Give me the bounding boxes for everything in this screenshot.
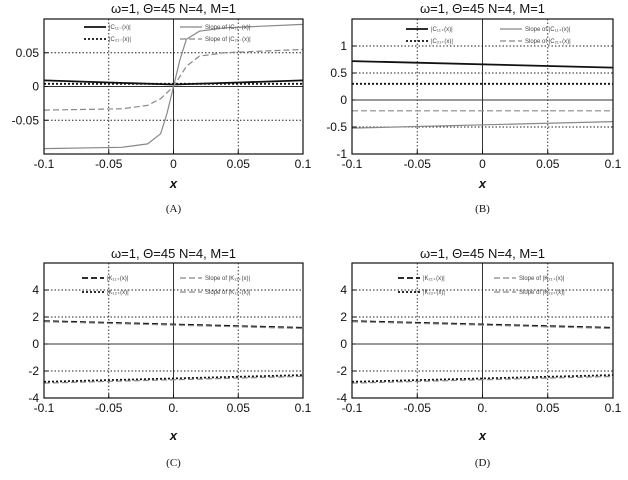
chart-panel-1: ω=1, Θ=45 N=4, M=1 -0.05 0 0.05 -0.1 -0.05 0 0.…	[12, 1, 312, 215]
legend-label-1: |K₂₁₊(x)|	[423, 276, 445, 282]
x-tick-label: -0.05	[95, 157, 123, 171]
panel-caption: (B)	[475, 203, 490, 215]
series-line-2	[352, 321, 613, 330]
y-tick-label: -0.05	[12, 113, 40, 127]
legend-label-4: Slope of |C₂₁₊(x)|	[525, 39, 571, 45]
y-tick-label: -0.5	[326, 120, 347, 134]
y-tick-label: 4	[32, 283, 39, 297]
chart-panel-2: ω=1, Θ=45 N=4, M=1 -1 -0.5 0 0.5 1 -0.1 -0.05 0 0…	[326, 1, 621, 215]
x-tick-label: -0.05	[95, 401, 123, 415]
y-tick-label: -2	[28, 364, 39, 378]
series-line-2	[44, 321, 303, 330]
series-line-1	[44, 320, 303, 329]
series-line-4	[352, 375, 613, 384]
legend-label-3: |K₂₂₊(x)|	[423, 290, 445, 296]
y-tick-label: 2	[340, 310, 347, 324]
chart-title: ω=1, Θ=45 N=4, M=1	[420, 1, 545, 16]
legend-label-1: |K₁₁₊(x)|	[107, 276, 129, 282]
y-tick-label: 4	[340, 283, 347, 297]
x-tick-label: -0.1	[342, 157, 363, 171]
chart-title: ω=1, Θ=45 N=4, M=1	[111, 246, 236, 261]
y-tick-label: -4	[336, 391, 347, 405]
legend-label-1: |C₁₁₋(x)|	[109, 25, 131, 31]
x-tick-label: 0.	[168, 401, 178, 415]
x-tick-label: 0.05	[536, 157, 560, 171]
legend: |K₂₁₊(x)| Slope of |K₂₁₊(x)| |K₂₂₊(x)| Slop…	[398, 276, 565, 296]
legend-label-3: |K₁₂₊(x)|	[107, 290, 129, 296]
legend: |C₁₁₊(x)| Slope of |C₁₁₊(x)| |C₂₁₊(x)| Slop…	[406, 27, 571, 45]
y-tick-label: 0	[340, 337, 347, 351]
series-line-4	[44, 48, 303, 111]
legend-label-1: |C₁₁₊(x)|	[431, 27, 453, 33]
legend-label-4: Slope of |K₁₂₊(x)|	[205, 290, 251, 296]
panel-caption: (D)	[475, 457, 491, 469]
x-tick-label: 0	[170, 157, 177, 171]
y-tick-label: 0.5	[330, 66, 347, 80]
x-axis-label: x	[478, 176, 487, 191]
series-line-1	[352, 60, 613, 69]
chart-panel-3: ω=1, Θ=45 N=4, M=1 -4 -2 0 2 4 -0.1 -0.05 0. 0.05…	[28, 246, 311, 469]
legend-label-2: Slope of |C₁₁₊(x)|	[525, 27, 571, 33]
x-tick-label: 0.1	[295, 157, 312, 171]
chart-title: ω=1, Θ=45 N=4, M=1	[111, 1, 236, 16]
series-line-3	[44, 374, 303, 383]
x-tick-label: 0	[479, 157, 486, 171]
panel-caption: (A)	[166, 203, 182, 215]
legend-label-2: Slope of |C₁₁₋(x)|	[205, 25, 251, 31]
x-axis-label: x	[478, 428, 487, 443]
x-tick-label: 0.	[477, 401, 487, 415]
series-line-1	[352, 320, 613, 329]
x-tick-label: -0.1	[34, 401, 55, 415]
y-tick-label: -1	[336, 147, 347, 161]
legend-label-4: Slope of |K₂₂₊(x)|	[519, 290, 565, 296]
x-tick-label: -0.05	[404, 157, 432, 171]
y-tick-label: 0	[32, 80, 39, 94]
x-tick-label: 0.1	[295, 401, 312, 415]
y-tick-label: -4	[28, 391, 39, 405]
legend-label-3: |C₂₁₋(x)|	[109, 37, 131, 43]
y-tick-label: 0	[32, 337, 39, 351]
x-tick-label: 0.05	[227, 157, 251, 171]
legend-label-2: Slope of |K₁₁₊(x)|	[205, 276, 250, 282]
x-tick-label: 0.05	[536, 401, 560, 415]
x-tick-label: 0.1	[605, 157, 622, 171]
legend-label-3: |C₂₁₊(x)|	[431, 39, 453, 45]
x-tick-label: 0.05	[227, 401, 251, 415]
y-tick-label: -2	[336, 364, 347, 378]
legend-label-2: Slope of |K₂₁₊(x)|	[519, 276, 565, 282]
y-tick-label: 2	[32, 310, 39, 324]
y-tick-label: 1	[340, 39, 347, 53]
y-tick-label: 0.05	[16, 46, 40, 60]
panel-caption: (C)	[166, 457, 181, 469]
series-line-4	[44, 375, 303, 384]
x-tick-label: -0.05	[404, 401, 432, 415]
series-line-2	[352, 121, 613, 129]
chart-panel-4: ω=1, Θ=45 N=4, M=1 -4 -2 0 2 4 -0.1 -0.05 0. 0.05…	[336, 246, 621, 469]
x-tick-label: -0.1	[34, 157, 55, 171]
x-axis-label: x	[169, 428, 178, 443]
x-axis-label: x	[169, 176, 178, 191]
y-tick-label: 0	[340, 93, 347, 107]
x-tick-label: -0.1	[342, 401, 363, 415]
chart-title: ω=1, Θ=45 N=4, M=1	[420, 246, 545, 261]
legend-label-4: Slope of |C₂₁₋(x)|	[205, 37, 251, 43]
x-tick-label: 0.1	[605, 401, 622, 415]
legend: |K₁₁₊(x)| Slope of |K₁₁₊(x)| |K₁₂₊(x)| Slop…	[82, 276, 251, 296]
legend: |C₁₁₋(x)| Slope of |C₁₁₋(x)| |C₂₁₋(x)| Slop…	[84, 25, 251, 43]
series-line-3	[352, 374, 613, 383]
